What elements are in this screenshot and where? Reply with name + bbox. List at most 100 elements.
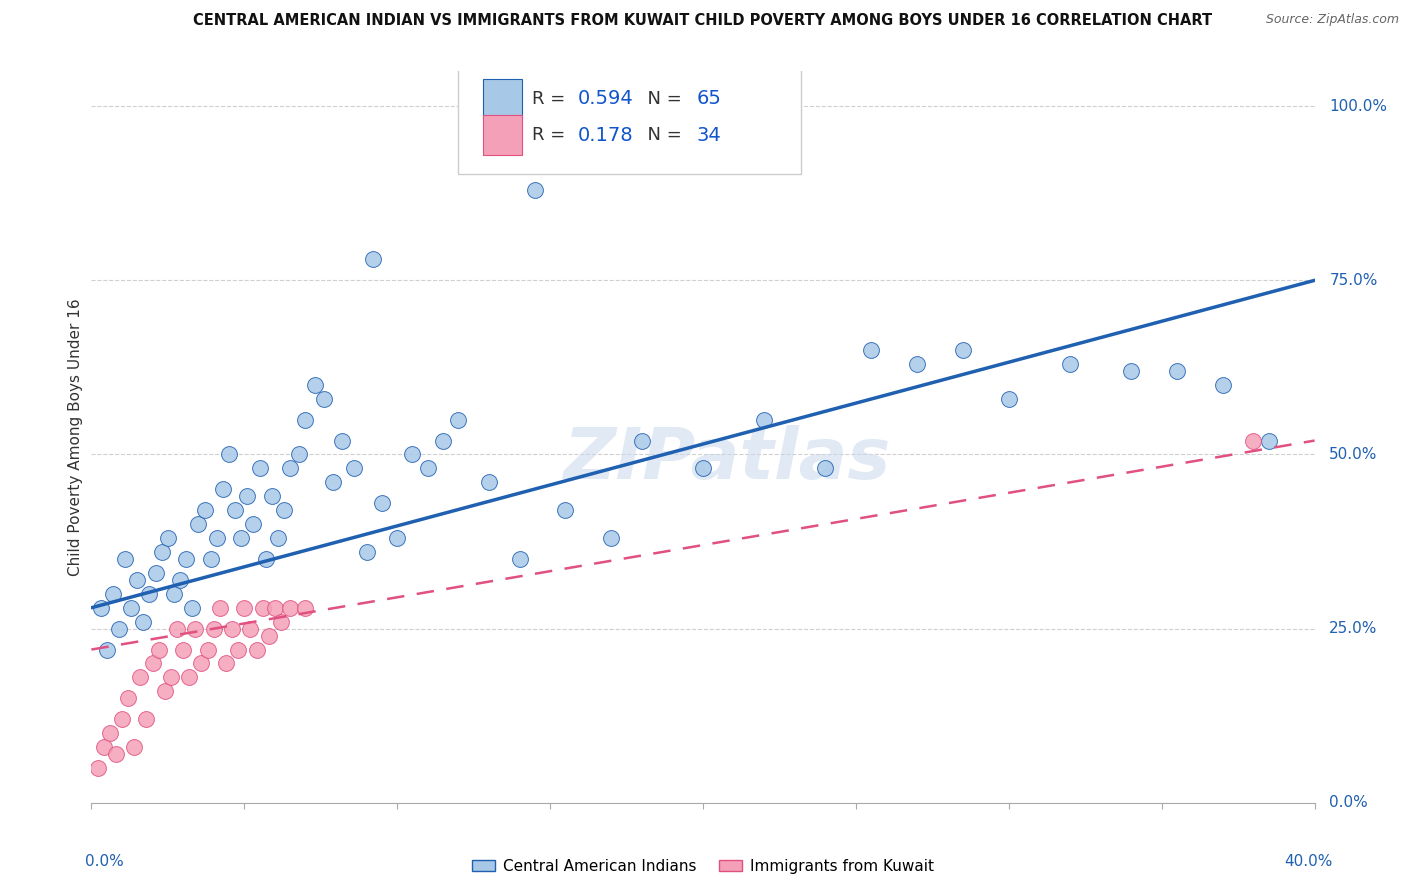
Point [385,531,409,545]
Point [187,517,209,532]
Point [1121,364,1143,378]
Point [257,629,280,643]
Point [111,712,134,726]
Point [108,622,131,636]
Point [260,489,283,503]
Point [242,517,264,532]
Point [163,587,186,601]
Point [1243,434,1265,448]
Point [117,691,139,706]
Point [156,531,179,545]
Point [330,434,353,448]
Point [135,712,157,726]
Point [361,252,384,267]
Point [197,642,219,657]
Point [181,600,204,615]
Point [184,622,207,636]
Point [239,622,262,636]
Point [212,483,235,497]
Text: 40.0%: 40.0% [1285,854,1333,869]
Point [153,684,176,698]
Point [814,461,837,475]
Point [96,642,118,657]
Point [205,531,228,545]
Text: 100.0%: 100.0% [1329,99,1388,113]
Point [120,600,142,615]
Point [200,552,222,566]
Point [174,552,197,566]
Point [215,657,238,671]
Point [905,357,928,371]
Text: R =: R = [531,127,571,145]
FancyBboxPatch shape [482,78,522,119]
Point [101,587,124,601]
Point [127,573,149,587]
Point [190,657,212,671]
Point [278,600,301,615]
Point [952,343,974,357]
Point [138,587,160,601]
Point [236,489,259,503]
Point [90,600,112,615]
Point [104,747,127,761]
Point [523,183,546,197]
Point [224,503,246,517]
Point [304,377,326,392]
Text: CENTRAL AMERICAN INDIAN VS IMMIGRANTS FROM KUWAIT CHILD POVERTY AMONG BOYS UNDER: CENTRAL AMERICAN INDIAN VS IMMIGRANTS FR… [194,13,1212,29]
Point [509,552,531,566]
Point [998,392,1021,406]
Point [148,642,170,657]
Text: 34: 34 [697,126,721,145]
Text: ZIPatlas: ZIPatlas [564,425,891,493]
Point [1059,357,1081,371]
Point [86,761,108,775]
Point [312,392,335,406]
Point [122,740,145,755]
Text: Source: ZipAtlas.com: Source: ZipAtlas.com [1265,13,1399,27]
Point [270,615,292,629]
Point [631,434,654,448]
Point [1166,364,1188,378]
Point [226,642,249,657]
Point [208,600,231,615]
Point [692,461,714,475]
Point [172,642,194,657]
Point [478,475,501,490]
Point [1212,377,1234,392]
Point [193,503,215,517]
Point [432,434,454,448]
Text: N =: N = [636,90,688,108]
Point [245,642,267,657]
Text: 50.0%: 50.0% [1329,447,1378,462]
Point [371,496,394,510]
Point [221,622,243,636]
Point [294,412,316,426]
Point [278,461,301,475]
Point [554,503,576,517]
Y-axis label: Child Poverty Among Boys Under 16: Child Poverty Among Boys Under 16 [67,298,83,576]
Text: N =: N = [636,127,688,145]
Point [401,448,423,462]
Text: 65: 65 [697,89,721,108]
Point [356,545,378,559]
Point [141,657,163,671]
Text: 0.0%: 0.0% [86,854,124,869]
Point [169,573,191,587]
Text: R =: R = [531,90,571,108]
Point [93,740,115,755]
Text: 0.0%: 0.0% [1329,796,1368,810]
Point [264,600,287,615]
Point [267,531,290,545]
Point [233,600,256,615]
Legend: Central American Indians, Immigrants from Kuwait: Central American Indians, Immigrants fro… [467,853,939,880]
Point [98,726,121,740]
Text: 25.0%: 25.0% [1329,621,1378,636]
Point [754,412,776,426]
Point [114,552,136,566]
Point [132,615,155,629]
Point [129,670,152,684]
Point [166,622,188,636]
Point [252,600,274,615]
Point [447,412,470,426]
Point [202,622,225,636]
